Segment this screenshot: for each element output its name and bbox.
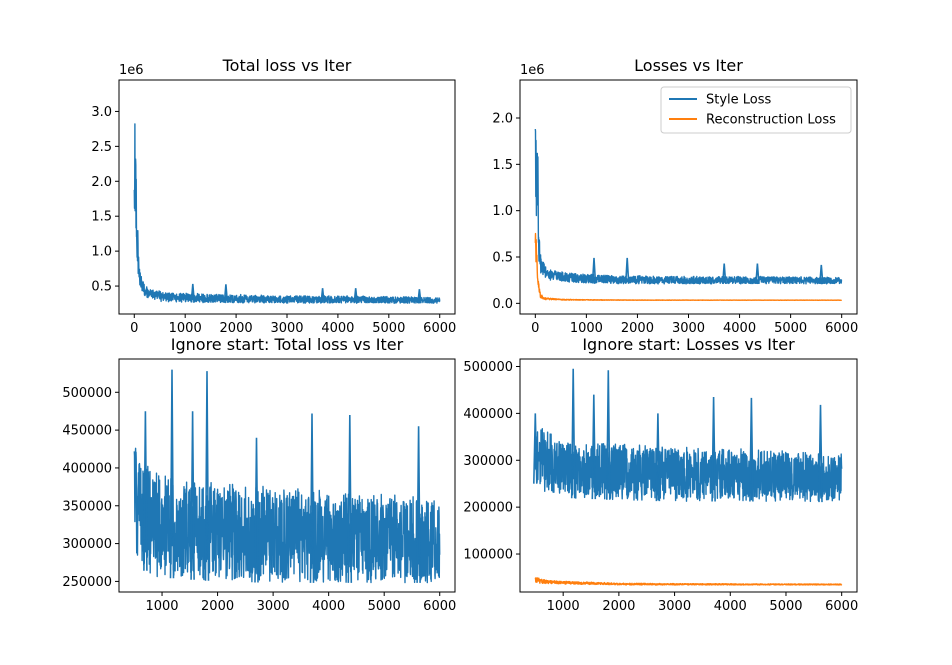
chart-title: Losses vs Iter — [634, 56, 743, 75]
series-line — [133, 369, 441, 584]
series-style-loss — [534, 129, 843, 285]
y-tick-label: 1.5 — [492, 158, 513, 173]
axes-frame — [118, 79, 456, 315]
y-tick-label: 250000 — [62, 575, 112, 590]
y-tick-label: 300000 — [62, 537, 112, 552]
y-tick-label: 500000 — [463, 360, 513, 375]
series-line — [534, 129, 843, 285]
series-line — [534, 577, 843, 586]
x-tick-label: 2000 — [220, 321, 253, 336]
series-spike — [655, 413, 661, 502]
x-tick-label: 4000 — [312, 599, 345, 614]
x-tick-label: 0 — [130, 321, 138, 336]
x-tick-label: 5000 — [372, 321, 405, 336]
series-spike — [417, 289, 422, 304]
y-tick-label: 0.5 — [492, 251, 513, 266]
series-spike — [143, 411, 148, 571]
series-spike — [606, 370, 611, 500]
x-tick-label: 4000 — [723, 321, 756, 336]
x-tick-label: 3000 — [672, 321, 705, 336]
series-reconstruction-loss — [534, 577, 843, 586]
series-spike — [416, 426, 421, 583]
series-spike — [749, 397, 754, 502]
series-line — [133, 123, 441, 304]
chart-title: Ignore start: Losses vs Iter — [582, 335, 795, 354]
y-tick-label: 200000 — [463, 501, 513, 516]
x-tick-label: 5000 — [774, 321, 807, 336]
y-tick-label: 400000 — [463, 407, 513, 422]
y-tick-label: 100000 — [463, 548, 513, 563]
x-tick-label: 3000 — [270, 321, 303, 336]
series-spike — [570, 368, 576, 499]
x-tick-label: 2000 — [201, 599, 234, 614]
x-tick-label: 5000 — [368, 599, 401, 614]
x-tick-label: 6000 — [825, 599, 858, 614]
y-tick-label: 1.5 — [91, 210, 112, 225]
x-tick-label: 0 — [531, 321, 539, 336]
series-spike — [819, 264, 824, 284]
x-tick-label: 3000 — [257, 599, 290, 614]
series-spike — [320, 288, 325, 304]
y-tick-label: 1.0 — [492, 204, 513, 219]
y-tick-label: 400000 — [62, 461, 112, 476]
chart-title: Total loss vs Iter — [222, 56, 352, 75]
x-tick-label: 4000 — [321, 321, 354, 336]
y-tick-label: 500000 — [62, 386, 112, 401]
y-offset-label: 1e6 — [520, 63, 545, 78]
series-spike — [254, 437, 259, 583]
series-spike — [721, 263, 727, 284]
x-tick-label: 6000 — [423, 599, 456, 614]
series-spike — [591, 394, 597, 500]
series-spike — [591, 257, 597, 284]
series-spike — [353, 288, 358, 304]
x-tick-label: 6000 — [423, 321, 456, 336]
x-tick-label: 5000 — [769, 599, 802, 614]
series-spike — [223, 284, 229, 303]
axes-frame — [118, 358, 456, 593]
x-tick-label: 1000 — [570, 321, 603, 336]
x-tick-label: 1000 — [145, 599, 178, 614]
legend-label: Style Loss — [706, 93, 772, 108]
axes-frame — [519, 358, 858, 593]
y-tick-label: 0.5 — [91, 280, 112, 295]
series-line — [133, 123, 441, 304]
y-tick-label: 2.0 — [91, 175, 112, 190]
y-tick-label: 2.5 — [91, 140, 112, 155]
series-spike — [169, 369, 175, 579]
series-style-loss — [533, 368, 843, 503]
series-spike — [190, 411, 195, 580]
series-line — [133, 447, 441, 584]
y-tick-label: 3.0 — [91, 105, 112, 120]
x-tick-label: 3000 — [658, 599, 691, 614]
series-line — [534, 232, 843, 301]
x-tick-label: 6000 — [825, 321, 858, 336]
series-spike — [818, 404, 823, 503]
series-spike — [190, 283, 196, 303]
series-reconstruction-loss — [534, 232, 843, 301]
series-spike — [755, 263, 760, 284]
series-spike — [309, 413, 315, 583]
x-tick-label: 2000 — [602, 599, 635, 614]
x-tick-label: 1000 — [169, 321, 202, 336]
series-spike — [624, 257, 630, 284]
legend-box — [660, 86, 852, 134]
y-tick-label: 0.0 — [492, 297, 513, 312]
x-tick-label: 1000 — [547, 599, 580, 614]
y-tick-label: 450000 — [62, 424, 112, 439]
y-tick-label: 300000 — [463, 454, 513, 469]
y-tick-label: 2.0 — [492, 111, 513, 126]
y-tick-label: 1.0 — [91, 245, 112, 260]
x-tick-label: 4000 — [714, 599, 747, 614]
series-spike — [533, 413, 538, 484]
series-spike — [711, 396, 716, 502]
y-tick-label: 350000 — [62, 499, 112, 514]
series-spike — [204, 371, 210, 581]
x-tick-label: 2000 — [621, 321, 654, 336]
chart-title: Ignore start: Total loss vs Iter — [171, 335, 404, 354]
series-spike — [347, 414, 353, 583]
series-line — [534, 428, 843, 503]
legend-label: Reconstruction Loss — [706, 113, 836, 128]
y-offset-label: 1e6 — [119, 63, 144, 78]
